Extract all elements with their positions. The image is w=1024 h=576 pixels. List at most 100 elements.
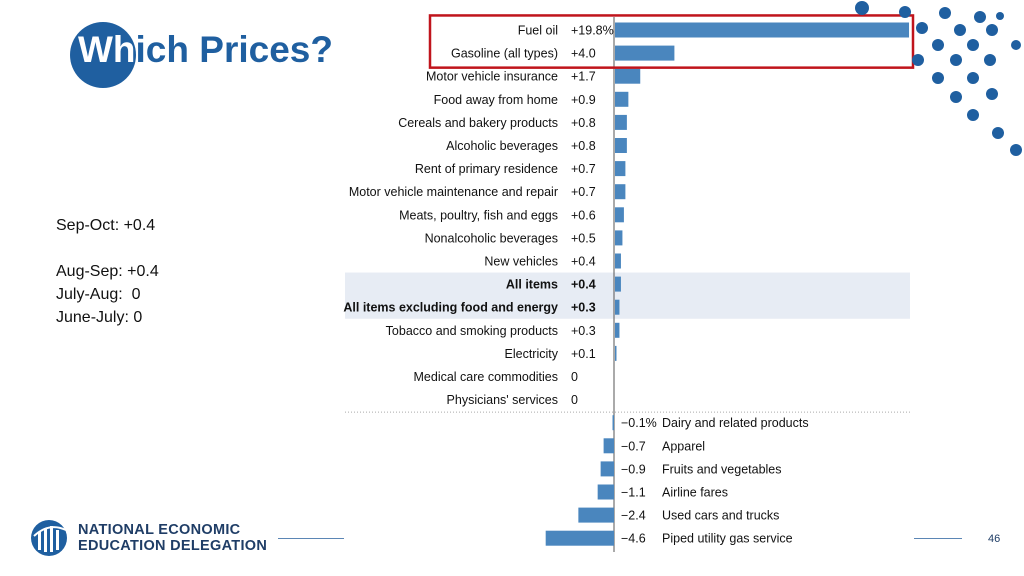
decorative-dot [967, 109, 979, 121]
logo-line-1: NATIONAL ECONOMIC [78, 522, 241, 538]
bar [615, 91, 629, 107]
decorative-dot [954, 24, 966, 36]
value-label: +0.9 [571, 93, 596, 107]
category-label: Fruits and vegetables [662, 462, 782, 476]
value-label: +0.3 [571, 324, 596, 338]
footer-divider-left [278, 538, 344, 539]
note-line: Sep-Oct: +0.4 [56, 217, 156, 234]
decorative-dot [932, 72, 944, 84]
decorative-dot [899, 6, 911, 18]
bar [615, 230, 623, 246]
value-label: +0.5 [571, 231, 596, 245]
bar [600, 461, 614, 477]
decorative-dot [967, 39, 979, 51]
bar [615, 68, 641, 84]
category-label: Motor vehicle insurance [426, 70, 558, 84]
title-rest: ich Prices? [135, 29, 333, 70]
value-label: +0.6 [571, 208, 596, 222]
category-label: Meats, poultry, fish and eggs [399, 208, 558, 222]
bar [615, 184, 626, 200]
bar [615, 345, 617, 361]
category-label: Dairy and related products [662, 416, 809, 430]
bar [615, 299, 620, 315]
value-label: +0.7 [571, 185, 596, 199]
value-label: −0.1% [621, 416, 657, 430]
note-line: June-July: 0 [56, 309, 143, 326]
value-label: −2.4 [621, 509, 646, 523]
decorative-dot [984, 54, 996, 66]
bar [597, 484, 614, 500]
value-label: −4.6 [621, 532, 646, 546]
category-label: New vehicles [484, 255, 558, 269]
decorative-dot [1010, 144, 1022, 156]
category-label: Medical care commodities [414, 370, 559, 384]
decorative-dot [950, 91, 962, 103]
value-label: 0 [571, 393, 578, 407]
bar [578, 507, 614, 523]
decorative-dot [912, 54, 924, 66]
note-line: Aug-Sep: +0.4 [56, 263, 159, 280]
bar [615, 161, 626, 177]
decorative-dot [974, 11, 986, 23]
value-label: +19.8% [571, 24, 614, 38]
decorative-dot [855, 1, 869, 15]
category-label: Fuel oil [518, 24, 558, 38]
category-label: All items [506, 278, 558, 292]
category-label: Motor vehicle maintenance and repair [349, 185, 558, 199]
category-label: Cereals and bakery products [398, 116, 558, 130]
decorative-dot [916, 22, 928, 34]
bar [615, 253, 621, 269]
category-label: Used cars and trucks [662, 509, 779, 523]
page-number: 46 [988, 533, 1001, 545]
decorative-dot [939, 7, 951, 19]
highlight-box [428, 14, 915, 69]
title-accent-circle [70, 22, 136, 88]
bar [615, 22, 910, 38]
bar [615, 276, 621, 292]
bar [615, 114, 627, 130]
bar [615, 45, 675, 61]
slide-title: Which Prices? [78, 29, 333, 71]
category-label: Tobacco and smoking products [386, 324, 558, 338]
bar [615, 207, 624, 223]
value-label: +0.1 [571, 347, 596, 361]
note-line: July-Aug: 0 [56, 286, 141, 303]
period-notes: Sep-Oct: +0.4 Aug-Sep: +0.4 July-Aug: 0 … [56, 214, 159, 329]
bar [545, 530, 614, 546]
logo-text: NATIONAL ECONOMIC EDUCATION DELEGATION [78, 522, 267, 554]
decorative-dot [967, 72, 979, 84]
decorative-dot [932, 39, 944, 51]
logo-icon [31, 520, 67, 556]
category-label: Apparel [662, 439, 705, 453]
decorative-dot [1011, 40, 1021, 50]
logo-line-2: EDUCATION DELEGATION [78, 538, 268, 554]
value-label: −0.7 [621, 439, 646, 453]
category-label: Alcoholic beverages [446, 139, 558, 153]
value-label: 0 [571, 370, 578, 384]
decorative-dots [855, 1, 1022, 156]
bar [603, 438, 614, 454]
value-label: +0.8 [571, 139, 596, 153]
value-label: +0.8 [571, 116, 596, 130]
category-label: Food away from home [434, 93, 558, 107]
decorative-dot [996, 12, 1004, 20]
bar [615, 138, 627, 153]
category-label: Gasoline (all types) [451, 47, 558, 61]
value-label: −0.9 [621, 462, 646, 476]
decorative-dot [950, 54, 962, 66]
footer-divider-right [914, 538, 962, 539]
category-label: Airline fares [662, 486, 728, 500]
category-label: Piped utility gas service [662, 532, 793, 546]
all-items-band [345, 272, 910, 319]
bar [612, 415, 614, 431]
value-label: +4.0 [571, 47, 596, 61]
value-label: +0.7 [571, 162, 596, 176]
decorative-dot [986, 24, 998, 36]
category-label: All items excluding food and energy [343, 301, 558, 315]
title-prefix: Wh [78, 29, 136, 70]
category-label: Electricity [505, 347, 559, 361]
value-label: +0.3 [571, 301, 596, 315]
value-label: −1.1 [621, 486, 646, 500]
dot-pattern [855, 1, 1022, 156]
